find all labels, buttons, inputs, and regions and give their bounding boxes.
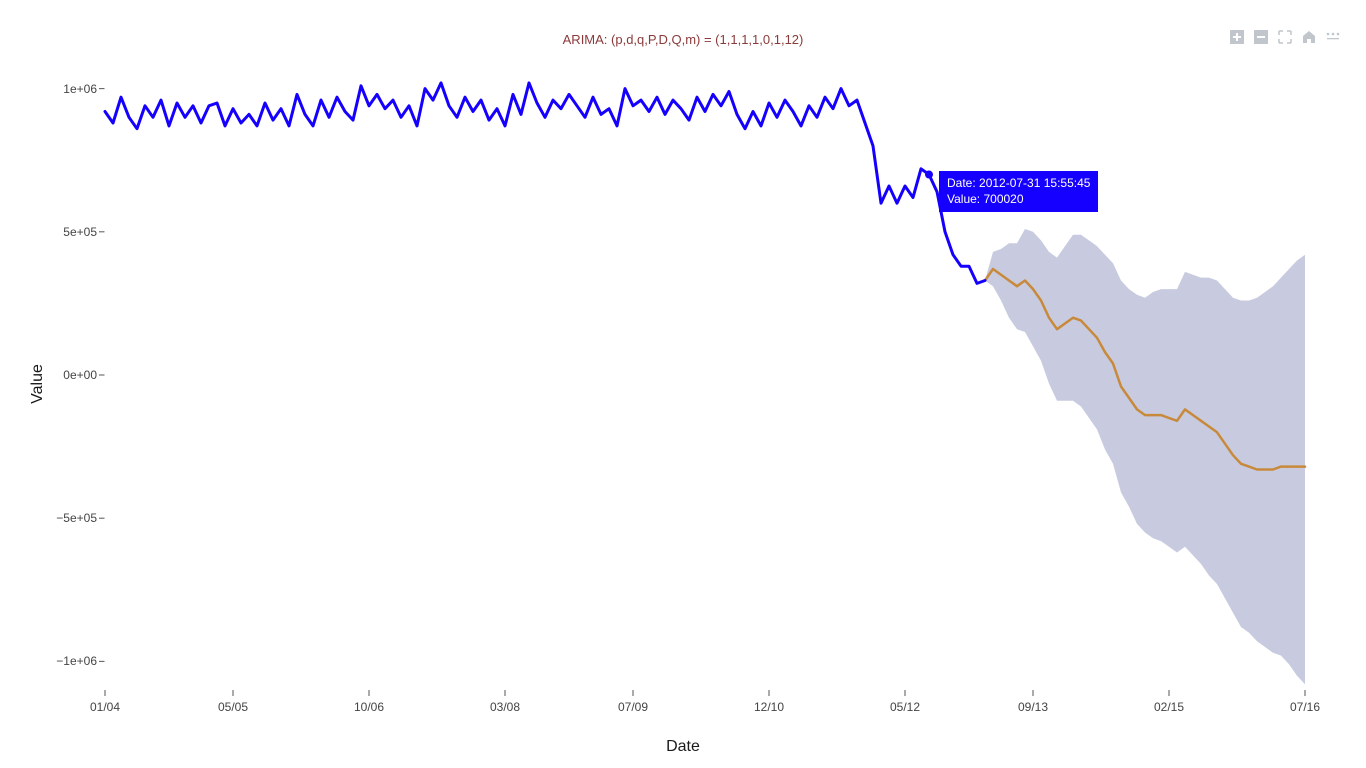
zoom-in-icon[interactable] xyxy=(1228,28,1246,46)
y-tick-label: −1e+06 xyxy=(56,654,97,668)
chart-title: ARIMA: (p,d,q,P,D,Q,m) = (1,1,1,1,0,1,12… xyxy=(563,32,804,47)
more-icon[interactable] xyxy=(1324,28,1342,46)
y-tick-label: 5e+05 xyxy=(63,225,97,239)
chart-toolbar xyxy=(1228,28,1342,46)
y-tick-label: −5e+05 xyxy=(56,511,97,525)
hover-marker xyxy=(925,171,933,179)
x-tick-label: 03/08 xyxy=(490,700,520,714)
pan-icon[interactable] xyxy=(1276,28,1294,46)
x-axis-label: Date xyxy=(666,738,700,756)
forecast-band xyxy=(985,229,1305,684)
x-tick-label: 07/09 xyxy=(618,700,648,714)
x-tick-label: 07/16 xyxy=(1290,700,1320,714)
y-axis-label: Value xyxy=(29,364,47,404)
actual-line xyxy=(105,83,985,284)
y-tick-label: 1e+06 xyxy=(63,82,97,96)
chart-container: ARIMA: (p,d,q,P,D,Q,m) = (1,1,1,1,0,1,12… xyxy=(0,0,1366,768)
x-tick-label: 12/10 xyxy=(754,700,784,714)
zoom-out-icon[interactable] xyxy=(1252,28,1270,46)
plot-area[interactable] xyxy=(105,60,1305,690)
home-icon[interactable] xyxy=(1300,28,1318,46)
x-tick-label: 10/06 xyxy=(354,700,384,714)
x-tick-label: 02/15 xyxy=(1154,700,1184,714)
x-tick-label: 01/04 xyxy=(90,700,120,714)
x-tick-label: 05/05 xyxy=(218,700,248,714)
x-tick-label: 09/13 xyxy=(1018,700,1048,714)
y-tick-label: 0e+00 xyxy=(63,368,97,382)
x-tick-label: 05/12 xyxy=(890,700,920,714)
